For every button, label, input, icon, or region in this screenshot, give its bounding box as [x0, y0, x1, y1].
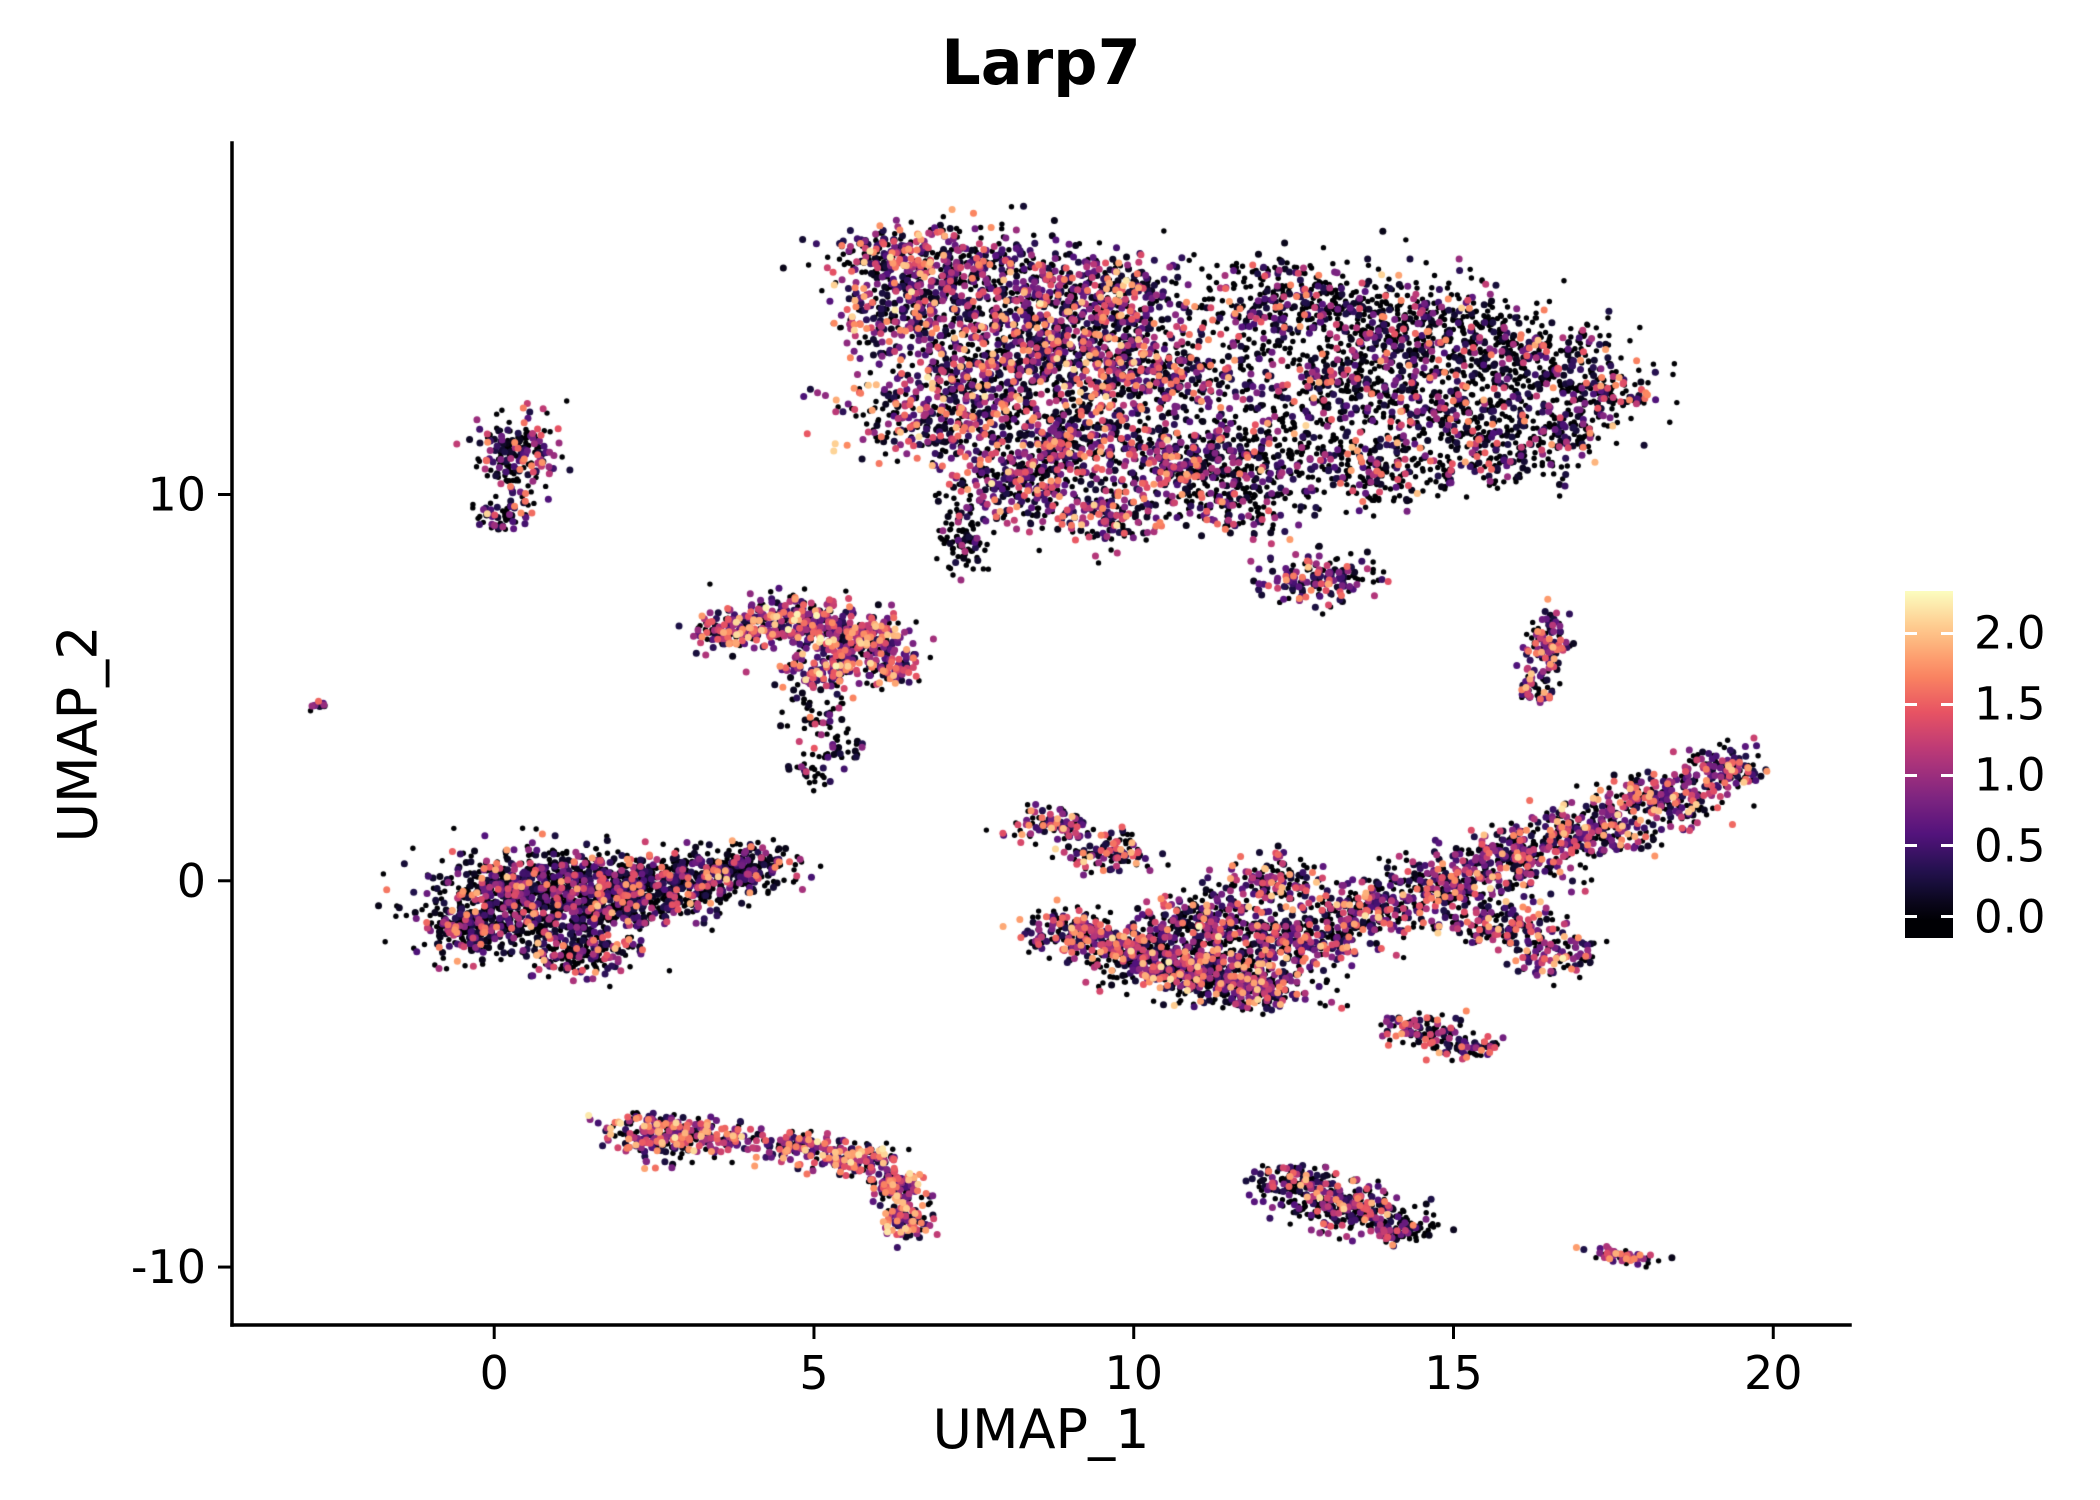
- x-tick-label: 10: [1104, 1346, 1163, 1400]
- colorbar-tick-mark: [1905, 631, 1917, 635]
- colorbar-tick-label: 0.5: [1974, 819, 2046, 873]
- colorbar-tick-mark: [1905, 844, 1917, 848]
- colorbar-tick-mark: [1905, 702, 1917, 706]
- y-tick-label: 10: [147, 468, 206, 522]
- colorbar-tick-mark: [1905, 773, 1917, 777]
- colorbar-tick-label: 0.0: [1974, 890, 2046, 944]
- colorbar-tick-label: 1.5: [1974, 677, 2046, 731]
- colorbar-tick-mark: [1941, 773, 1953, 777]
- colorbar-tick-label: 2.0: [1974, 606, 2046, 660]
- colorbar-tick-mark: [1905, 915, 1917, 919]
- x-tick-label: 15: [1424, 1346, 1483, 1400]
- y-axis-label: UMAP_2: [46, 625, 110, 843]
- colorbar-tick-mark: [1941, 702, 1953, 706]
- colorbar-tick-label: 1.0: [1974, 748, 2046, 802]
- x-axis-label: UMAP_1: [932, 1398, 1150, 1461]
- colorbar-tick-mark: [1941, 631, 1953, 635]
- plot-title: Larp7: [941, 26, 1141, 99]
- colorbar: [1905, 591, 1953, 938]
- y-tick-label: -10: [131, 1240, 206, 1294]
- colorbar-tick-mark: [1941, 844, 1953, 848]
- x-tick-label: 5: [799, 1346, 828, 1400]
- x-tick-label: 20: [1744, 1346, 1803, 1400]
- y-tick-label: 0: [177, 854, 206, 908]
- colorbar-tick-mark: [1941, 915, 1953, 919]
- x-tick-label: 0: [480, 1346, 509, 1400]
